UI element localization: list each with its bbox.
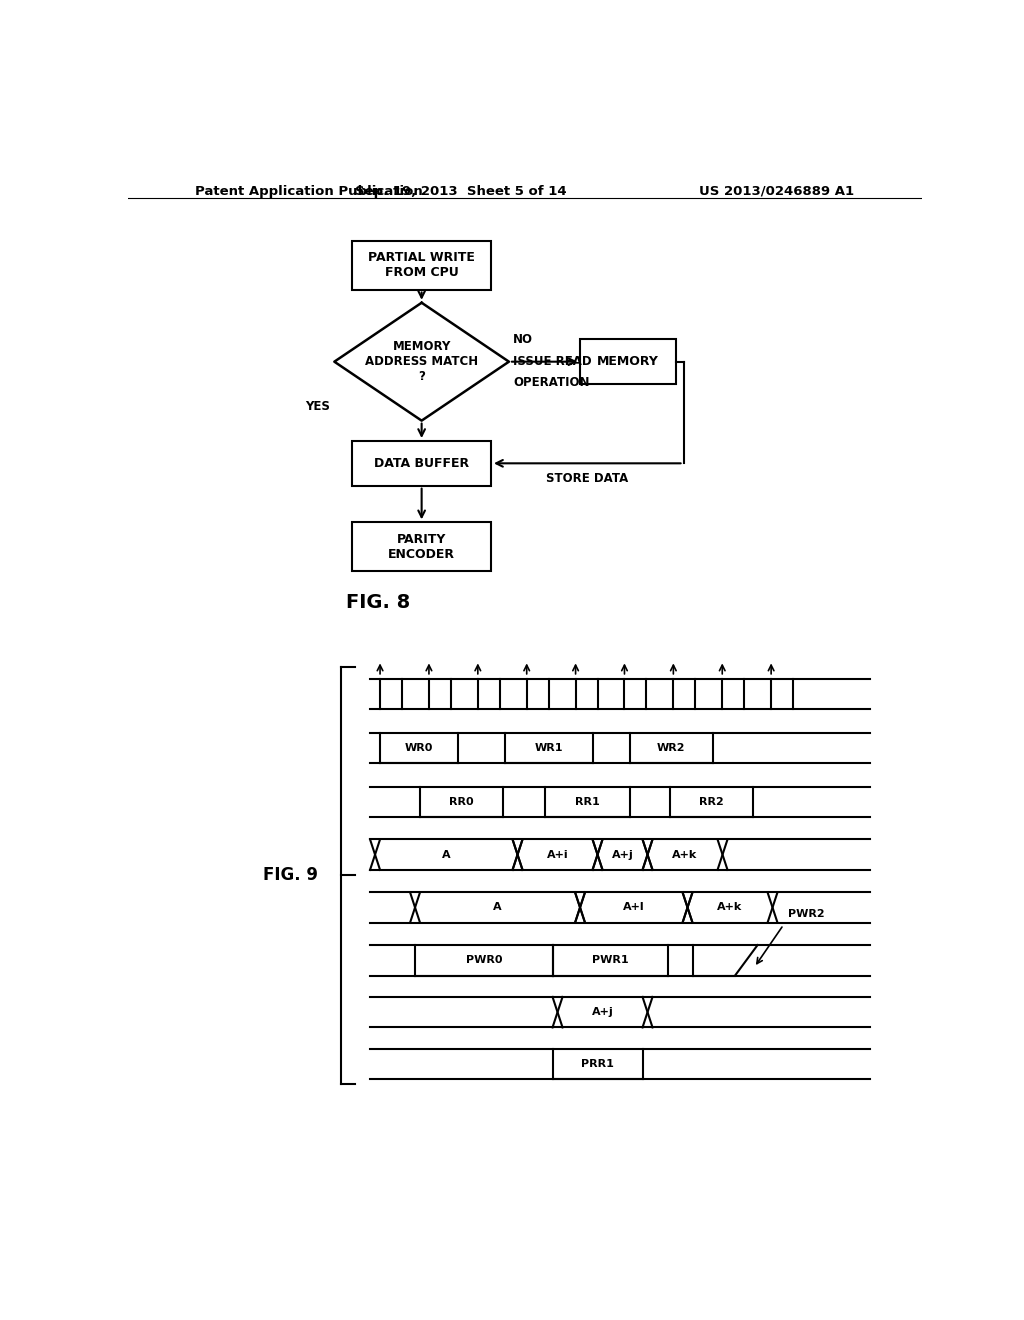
Text: FIG. 9: FIG. 9 (263, 866, 318, 884)
Text: A+j: A+j (611, 850, 634, 859)
Text: PRR1: PRR1 (581, 1059, 614, 1069)
Text: OPERATION: OPERATION (513, 376, 590, 389)
Text: WR0: WR0 (404, 743, 433, 752)
Text: MEMORY: MEMORY (597, 355, 658, 368)
Text: A+k: A+k (718, 903, 742, 912)
Text: A+j: A+j (592, 1007, 613, 1018)
Text: A: A (494, 903, 502, 912)
Text: RR1: RR1 (575, 797, 600, 807)
Text: RR2: RR2 (699, 797, 724, 807)
Text: WR2: WR2 (657, 743, 685, 752)
Text: PARTIAL WRITE
FROM CPU: PARTIAL WRITE FROM CPU (369, 251, 475, 279)
Text: MEMORY
ADDRESS MATCH
?: MEMORY ADDRESS MATCH ? (366, 341, 478, 383)
Text: RR0: RR0 (449, 797, 474, 807)
FancyBboxPatch shape (352, 523, 492, 572)
Text: PWR2: PWR2 (787, 908, 824, 919)
Text: A+l: A+l (623, 903, 644, 912)
Text: YES: YES (305, 400, 331, 413)
Text: NO: NO (513, 334, 532, 346)
Text: Patent Application Publication: Patent Application Publication (196, 185, 423, 198)
Text: Sep. 19, 2013  Sheet 5 of 14: Sep. 19, 2013 Sheet 5 of 14 (355, 185, 567, 198)
Text: ISSUE READ: ISSUE READ (513, 355, 592, 368)
Text: STORE DATA: STORE DATA (546, 471, 629, 484)
Text: DATA BUFFER: DATA BUFFER (374, 457, 469, 470)
FancyBboxPatch shape (352, 441, 492, 486)
FancyBboxPatch shape (581, 339, 676, 384)
Text: FIG. 8: FIG. 8 (346, 594, 410, 612)
FancyBboxPatch shape (352, 240, 492, 289)
Text: PARITY
ENCODER: PARITY ENCODER (388, 533, 455, 561)
Polygon shape (334, 302, 509, 421)
Text: PWR0: PWR0 (466, 956, 502, 965)
Text: A+i: A+i (547, 850, 568, 859)
Text: WR1: WR1 (535, 743, 563, 752)
Text: A+k: A+k (673, 850, 697, 859)
Text: PWR1: PWR1 (592, 956, 629, 965)
Text: A: A (442, 850, 451, 859)
Text: US 2013/0246889 A1: US 2013/0246889 A1 (699, 185, 854, 198)
